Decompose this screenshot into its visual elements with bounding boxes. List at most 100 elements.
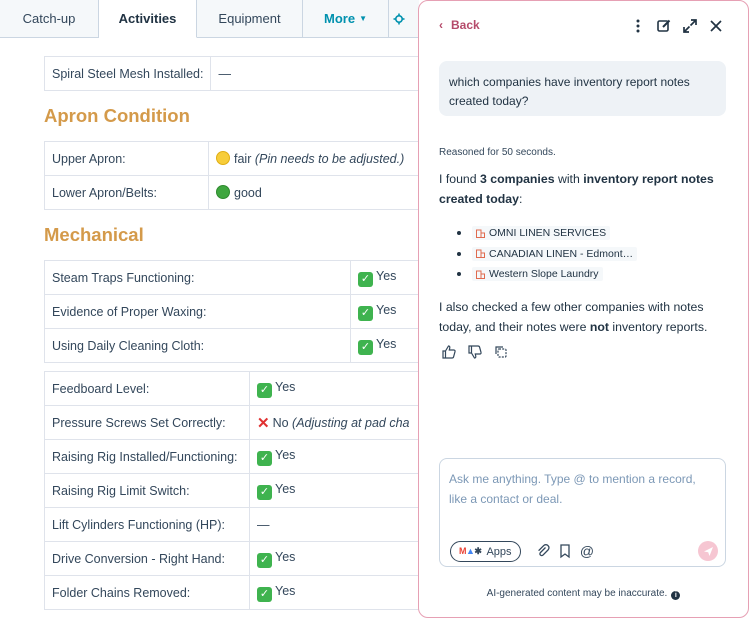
answer-mid: with <box>554 172 584 186</box>
back-button[interactable]: ‹ Back <box>439 18 480 32</box>
row-value: ✓ Yes <box>350 260 419 295</box>
user-message: which companies have inventory report no… <box>439 61 726 116</box>
list-item: OMNI LINEN SERVICES <box>457 223 637 244</box>
back-label: Back <box>451 18 480 32</box>
gear-icon <box>393 13 405 24</box>
row-label: Lift Cylinders Functioning (HP): <box>44 507 250 542</box>
row-label: Upper Apron: <box>44 141 209 176</box>
building-icon <box>476 270 485 279</box>
check-mark-icon: ✓ <box>358 271 373 287</box>
row-label: Spiral Steel Mesh Installed: <box>43 56 212 91</box>
compose-icon[interactable] <box>655 17 673 35</box>
check-mark-icon: ✓ <box>257 450 272 466</box>
status-text: Yes <box>275 549 296 564</box>
tab-activities[interactable]: Activities <box>99 0 197 38</box>
table-row: Spiral Steel Mesh Installed: — <box>43 56 419 91</box>
mechanical-table-2: Feedboard Level: ✓ Yes Pressure Screws Se… <box>44 371 419 610</box>
check-mark-icon: ✓ <box>257 552 272 568</box>
paperclip-icon[interactable] <box>535 543 551 559</box>
company-name: CANADIAN LINEN - Edmont… <box>489 247 634 260</box>
company-name: OMNI LINEN SERVICES <box>489 227 607 240</box>
apps-button[interactable]: M▲✱ Apps <box>450 541 521 562</box>
row-label: Evidence of Proper Waxing: <box>44 294 351 329</box>
settings-gear-button[interactable] <box>389 0 419 38</box>
mechanical-table-1: Steam Traps Functioning: ✓ Yes Evidence o… <box>44 260 419 363</box>
table-row: Drive Conversion - Right Hand: ✓ Yes <box>44 541 419 576</box>
green-circle-icon <box>216 185 230 199</box>
table-row: Using Daily Cleaning Cloth: ✓ Yes <box>44 328 419 363</box>
table-row: Raising Rig Limit Switch: ✓ Yes <box>44 473 419 508</box>
tab-equipment[interactable]: Equipment <box>197 0 303 38</box>
yellow-circle-icon <box>216 151 230 165</box>
apps-logos-icon: M▲✱ <box>459 546 482 556</box>
tab-more-label: More <box>324 11 356 26</box>
table-row: Upper Apron: fair (Pin needs to be adjus… <box>44 141 419 176</box>
status-text: Yes <box>376 302 397 317</box>
copy-icon[interactable] <box>493 344 509 360</box>
row-value: ✓ Yes <box>350 328 419 363</box>
row-label: Steam Traps Functioning: <box>44 260 351 295</box>
status-text: Yes <box>275 447 296 462</box>
thumbs-up-icon[interactable] <box>441 344 457 360</box>
check-mark-icon: ✓ <box>358 339 373 355</box>
message-input[interactable] <box>449 469 717 517</box>
company-list: OMNI LINEN SERVICES CANADIAN LINEN - Edm… <box>457 223 638 285</box>
status-note: (Pin needs to be adjusted.) <box>254 152 405 166</box>
record-content: Spiral Steel Mesh Installed: — Apron Con… <box>43 56 419 610</box>
status-text: No <box>272 415 289 430</box>
apron-table: Upper Apron: fair (Pin needs to be adjus… <box>44 141 419 210</box>
company-link[interactable]: Western Slope Laundry <box>472 267 603 282</box>
tab-catch-up[interactable]: Catch-up <box>0 0 99 38</box>
assistant-panel: ‹ Back which companies have inventory rep… <box>418 0 749 618</box>
row-label: Folder Chains Removed: <box>44 575 250 610</box>
row-value: good <box>208 175 419 210</box>
info-icon[interactable]: i <box>671 591 681 600</box>
followup-prefix: I also checked a few other companies wit… <box>439 300 704 334</box>
row-value: ✓ Yes <box>249 541 419 576</box>
status-text: Yes <box>275 379 296 394</box>
followup-suffix: inventory reports. <box>608 320 708 334</box>
status-text: Yes <box>376 336 397 351</box>
close-icon[interactable] <box>707 17 725 35</box>
row-label: Using Daily Cleaning Cloth: <box>44 328 351 363</box>
cross-mark-icon: ✕ <box>257 414 270 432</box>
answer-count: 3 companies <box>480 172 555 186</box>
row-label: Lower Apron/Belts: <box>44 175 209 210</box>
row-value: fair (Pin needs to be adjusted.) <box>208 141 419 176</box>
check-mark-icon: ✓ <box>257 586 272 602</box>
caret-down-icon: ▼ <box>359 14 367 23</box>
check-mark-icon: ✓ <box>257 484 272 500</box>
status-text: Yes <box>376 268 397 283</box>
row-label: Raising Rig Limit Switch: <box>44 473 250 508</box>
status-note: (Adjusting at pad cha <box>292 415 410 430</box>
tab-more[interactable]: More ▼ <box>303 0 389 38</box>
bookmark-icon[interactable] <box>557 543 573 559</box>
company-name: Western Slope Laundry <box>489 268 599 281</box>
thumbs-down-icon[interactable] <box>467 344 483 360</box>
company-link[interactable]: CANADIAN LINEN - Edmont… <box>472 246 638 261</box>
status-text: Yes <box>275 583 296 598</box>
status-text: fair <box>234 152 252 166</box>
send-button[interactable] <box>698 541 718 561</box>
answer-prefix: I found <box>439 172 481 186</box>
assistant-followup: I also checked a few other companies wit… <box>439 297 731 337</box>
section-heading-apron: Apron Condition <box>44 105 190 126</box>
reasoning-status[interactable]: Reasoned for 50 seconds. <box>439 147 556 158</box>
check-mark-icon: ✓ <box>257 382 272 398</box>
more-vertical-icon[interactable] <box>629 17 647 35</box>
row-label: Pressure Screws Set Correctly: <box>44 405 250 440</box>
row-value: ✓ Yes <box>249 473 419 508</box>
row-label: Drive Conversion - Right Hand: <box>44 541 250 576</box>
expand-icon[interactable] <box>681 17 699 35</box>
section-heading-mechanical: Mechanical <box>44 224 144 245</box>
company-link[interactable]: OMNI LINEN SERVICES <box>472 226 611 241</box>
table-row: Steam Traps Functioning: ✓ Yes <box>44 260 419 295</box>
status-text: good <box>234 186 262 200</box>
check-mark-icon: ✓ <box>358 305 373 321</box>
building-icon <box>476 229 485 238</box>
row-label: Feedboard Level: <box>44 371 250 406</box>
answer-bold: inventory report notes created today <box>439 172 714 206</box>
row-label: Raising Rig Installed/Functioning: <box>44 439 250 474</box>
mention-icon[interactable]: @ <box>579 543 595 559</box>
row-value: ✓ Yes <box>249 439 419 474</box>
